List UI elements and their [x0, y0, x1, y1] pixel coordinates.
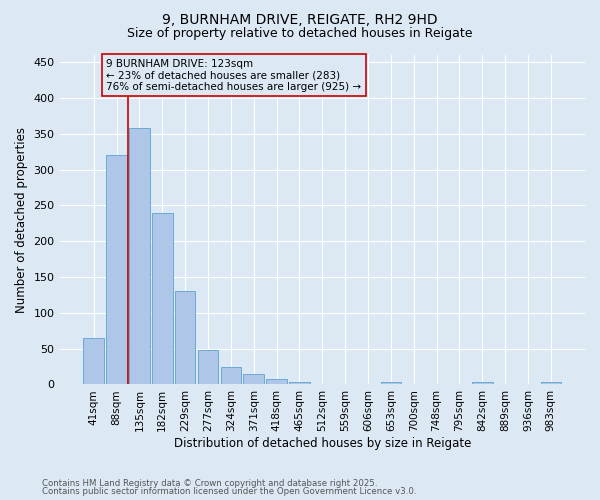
Bar: [152, 212, 173, 384]
Bar: [244, 374, 264, 384]
Bar: [472, 382, 493, 384]
Text: Size of property relative to detached houses in Reigate: Size of property relative to detached ho…: [127, 28, 473, 40]
Y-axis label: Number of detached properties: Number of detached properties: [15, 126, 28, 312]
Bar: [198, 350, 218, 384]
Bar: [129, 128, 150, 384]
Bar: [541, 382, 561, 384]
X-axis label: Distribution of detached houses by size in Reigate: Distribution of detached houses by size …: [173, 437, 471, 450]
Text: 9 BURNHAM DRIVE: 123sqm
← 23% of detached houses are smaller (283)
76% of semi-d: 9 BURNHAM DRIVE: 123sqm ← 23% of detache…: [106, 58, 361, 92]
Bar: [83, 338, 104, 384]
Bar: [175, 292, 196, 384]
Text: 9, BURNHAM DRIVE, REIGATE, RH2 9HD: 9, BURNHAM DRIVE, REIGATE, RH2 9HD: [162, 12, 438, 26]
Text: Contains HM Land Registry data © Crown copyright and database right 2025.: Contains HM Land Registry data © Crown c…: [42, 478, 377, 488]
Bar: [106, 156, 127, 384]
Bar: [289, 382, 310, 384]
Bar: [221, 366, 241, 384]
Bar: [266, 378, 287, 384]
Bar: [380, 382, 401, 384]
Text: Contains public sector information licensed under the Open Government Licence v3: Contains public sector information licen…: [42, 487, 416, 496]
